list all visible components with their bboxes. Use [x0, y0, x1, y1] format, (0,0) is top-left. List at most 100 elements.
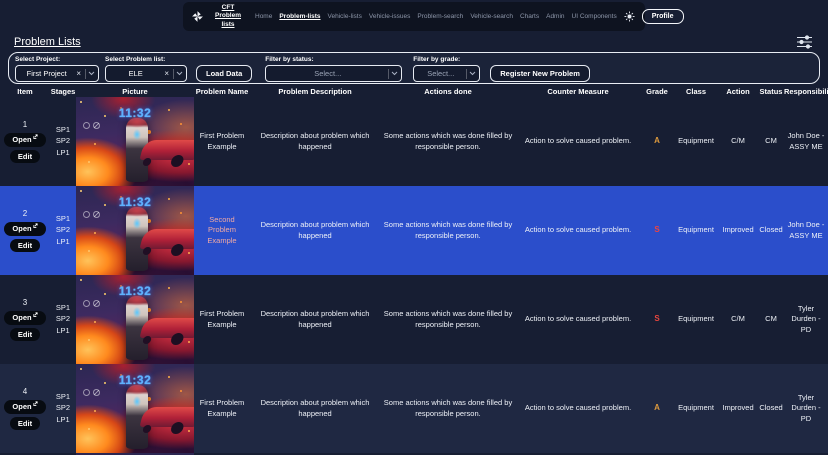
picture-overlay-icons [83, 211, 100, 218]
header-class: Class [685, 87, 706, 96]
chevron-down-icon[interactable] [88, 71, 95, 76]
problem-list-select-value: ELE [128, 69, 143, 78]
counter-measure: Action to solve caused problem. [524, 403, 632, 413]
edit-button[interactable]: Edit [9, 149, 41, 164]
problem-name: First Problem Example [199, 131, 245, 151]
table-row-selected[interactable]: 2 Open Edit SP1 SP2 LP1 11:32 Second Probl… [0, 186, 828, 275]
picture-car [139, 406, 194, 427]
nav-item-problem-lists[interactable]: Problem-lists [279, 13, 321, 20]
problem-name: Second Problem Example [207, 215, 237, 245]
stages: SP1 SP2 LP1 [55, 303, 71, 335]
project-select-value: First Project [26, 69, 67, 78]
class-value: Equipment [678, 314, 714, 324]
problem-name: First Problem Example [199, 398, 245, 418]
grade-value: A [654, 136, 660, 146]
register-new-problem-button[interactable]: Register New Problem [490, 65, 590, 82]
status-filter-placeholder: Select... [314, 69, 342, 78]
problem-description: Description about problem which happened [260, 398, 370, 418]
picture-overlay-icons [83, 389, 100, 396]
nav-item-problem-search[interactable]: Problem-search [417, 13, 464, 20]
page-title: Problem Lists [14, 36, 81, 48]
header-stages: Stages [50, 87, 76, 96]
status-value: Closed [759, 403, 783, 413]
problem-description: Description about problem which happened [260, 220, 370, 240]
picture-clock-text: 11:32 [118, 373, 152, 387]
theme-toggle[interactable] [624, 11, 635, 22]
grade-filter-placeholder: Select... [427, 69, 455, 78]
actions-done: Some actions which was done filled by re… [383, 131, 513, 151]
class-value: Equipment [678, 136, 714, 146]
status-filter-select[interactable]: Select... [265, 65, 403, 82]
table-row[interactable]: 1 Open Edit SP1 SP2 LP1 11:32 First Proble… [0, 97, 828, 186]
project-select[interactable]: First Project × [15, 65, 99, 82]
sun-icon [624, 11, 635, 22]
brand[interactable]: CFT Problem lists [191, 4, 248, 28]
problem-picture: 11:32 [76, 275, 194, 364]
open-button[interactable]: Open [4, 311, 46, 325]
edit-button[interactable]: Edit [9, 238, 41, 253]
table-row[interactable]: 3 Open Edit SP1 SP2 LP1 11:32 First Proble… [0, 275, 828, 364]
problem-picture: 11:32 [76, 97, 194, 186]
table-header-row: Item Stages Picture Problem Name Problem… [0, 86, 828, 97]
status-filter-label: Filter by status: [265, 56, 314, 63]
nav-item-vehicle-issues[interactable]: Vehicle-issues [368, 13, 411, 20]
problem-list-select[interactable]: ELE × [105, 65, 187, 82]
stages: SP1 SP2 LP1 [55, 214, 71, 246]
picture-car [139, 139, 194, 160]
edit-button[interactable]: Edit [9, 327, 41, 342]
open-button[interactable]: Open [4, 133, 46, 147]
load-data-button[interactable]: Load Data [196, 65, 253, 82]
nav-item-vehicle-search[interactable]: Vehicle-search [470, 13, 513, 20]
counter-measure: Action to solve caused problem. [524, 225, 632, 235]
picture-car [139, 317, 194, 338]
project-select-label: Select Project: [15, 56, 61, 63]
action-value: Improved [722, 225, 754, 235]
edit-button[interactable]: Edit [9, 416, 41, 431]
header-item: Item [17, 87, 33, 96]
filter-bar: Select Project: First Project × Select P… [8, 52, 820, 84]
nav-item-ui-components[interactable]: UI Components [571, 13, 617, 20]
external-link-icon [32, 312, 38, 318]
external-link-icon [32, 223, 38, 229]
header-grade: Grade [646, 87, 668, 96]
status-value: Closed [759, 225, 783, 235]
grade-filter-select[interactable]: Select... [413, 65, 481, 82]
responsibility-value: Tyler Durden - PD [791, 304, 821, 334]
action-value: C/M [731, 136, 745, 146]
header-problem-name: Problem Name [195, 87, 249, 96]
problem-name: First Problem Example [199, 309, 245, 329]
table-row[interactable]: 4 Open Edit SP1 SP2 LP1 11:32 First Proble… [0, 364, 828, 453]
open-button[interactable]: Open [4, 222, 46, 236]
picture-overlay-icons [83, 122, 100, 129]
open-button[interactable]: Open [4, 400, 46, 414]
class-value: Equipment [678, 403, 714, 413]
problem-picture: 11:32 [76, 364, 194, 453]
profile-button[interactable]: Profile [641, 9, 684, 24]
clear-icon[interactable]: × [164, 68, 169, 78]
item-number: 3 [22, 297, 28, 307]
filter-sliders-icon[interactable] [796, 35, 813, 54]
stages: SP1 SP2 LP1 [55, 392, 71, 424]
chevron-down-icon[interactable] [391, 71, 398, 76]
nav-item-home[interactable]: Home [255, 13, 273, 20]
status-value: CM [765, 136, 777, 146]
responsibility-value: John Doe - ASSY ME [787, 131, 825, 151]
clear-icon[interactable]: × [76, 68, 81, 78]
header-problem-description: Problem Description [278, 87, 352, 96]
nav-item-vehicle-lists[interactable]: Vehicle-lists [327, 13, 362, 20]
counter-measure: Action to solve caused problem. [524, 136, 632, 146]
pinwheel-logo-icon [192, 11, 203, 22]
item-number: 4 [22, 386, 28, 396]
chevron-down-icon[interactable] [176, 71, 183, 76]
chevron-down-icon[interactable] [469, 71, 476, 76]
brand-label: CFT Problem lists [214, 4, 241, 28]
nav-item-charts[interactable]: Charts [519, 13, 540, 20]
top-navbar: CFT Problem lists Home Problem-lists Veh… [183, 2, 684, 31]
header-action: Action [726, 87, 750, 96]
grade-value: S [654, 225, 660, 235]
nav-item-admin[interactable]: Admin [546, 13, 565, 20]
picture-clock-text: 11:32 [118, 106, 152, 120]
item-number: 1 [22, 119, 28, 129]
header-counter-measure: Counter Measure [547, 87, 609, 96]
picture-overlay-icons [83, 300, 100, 307]
